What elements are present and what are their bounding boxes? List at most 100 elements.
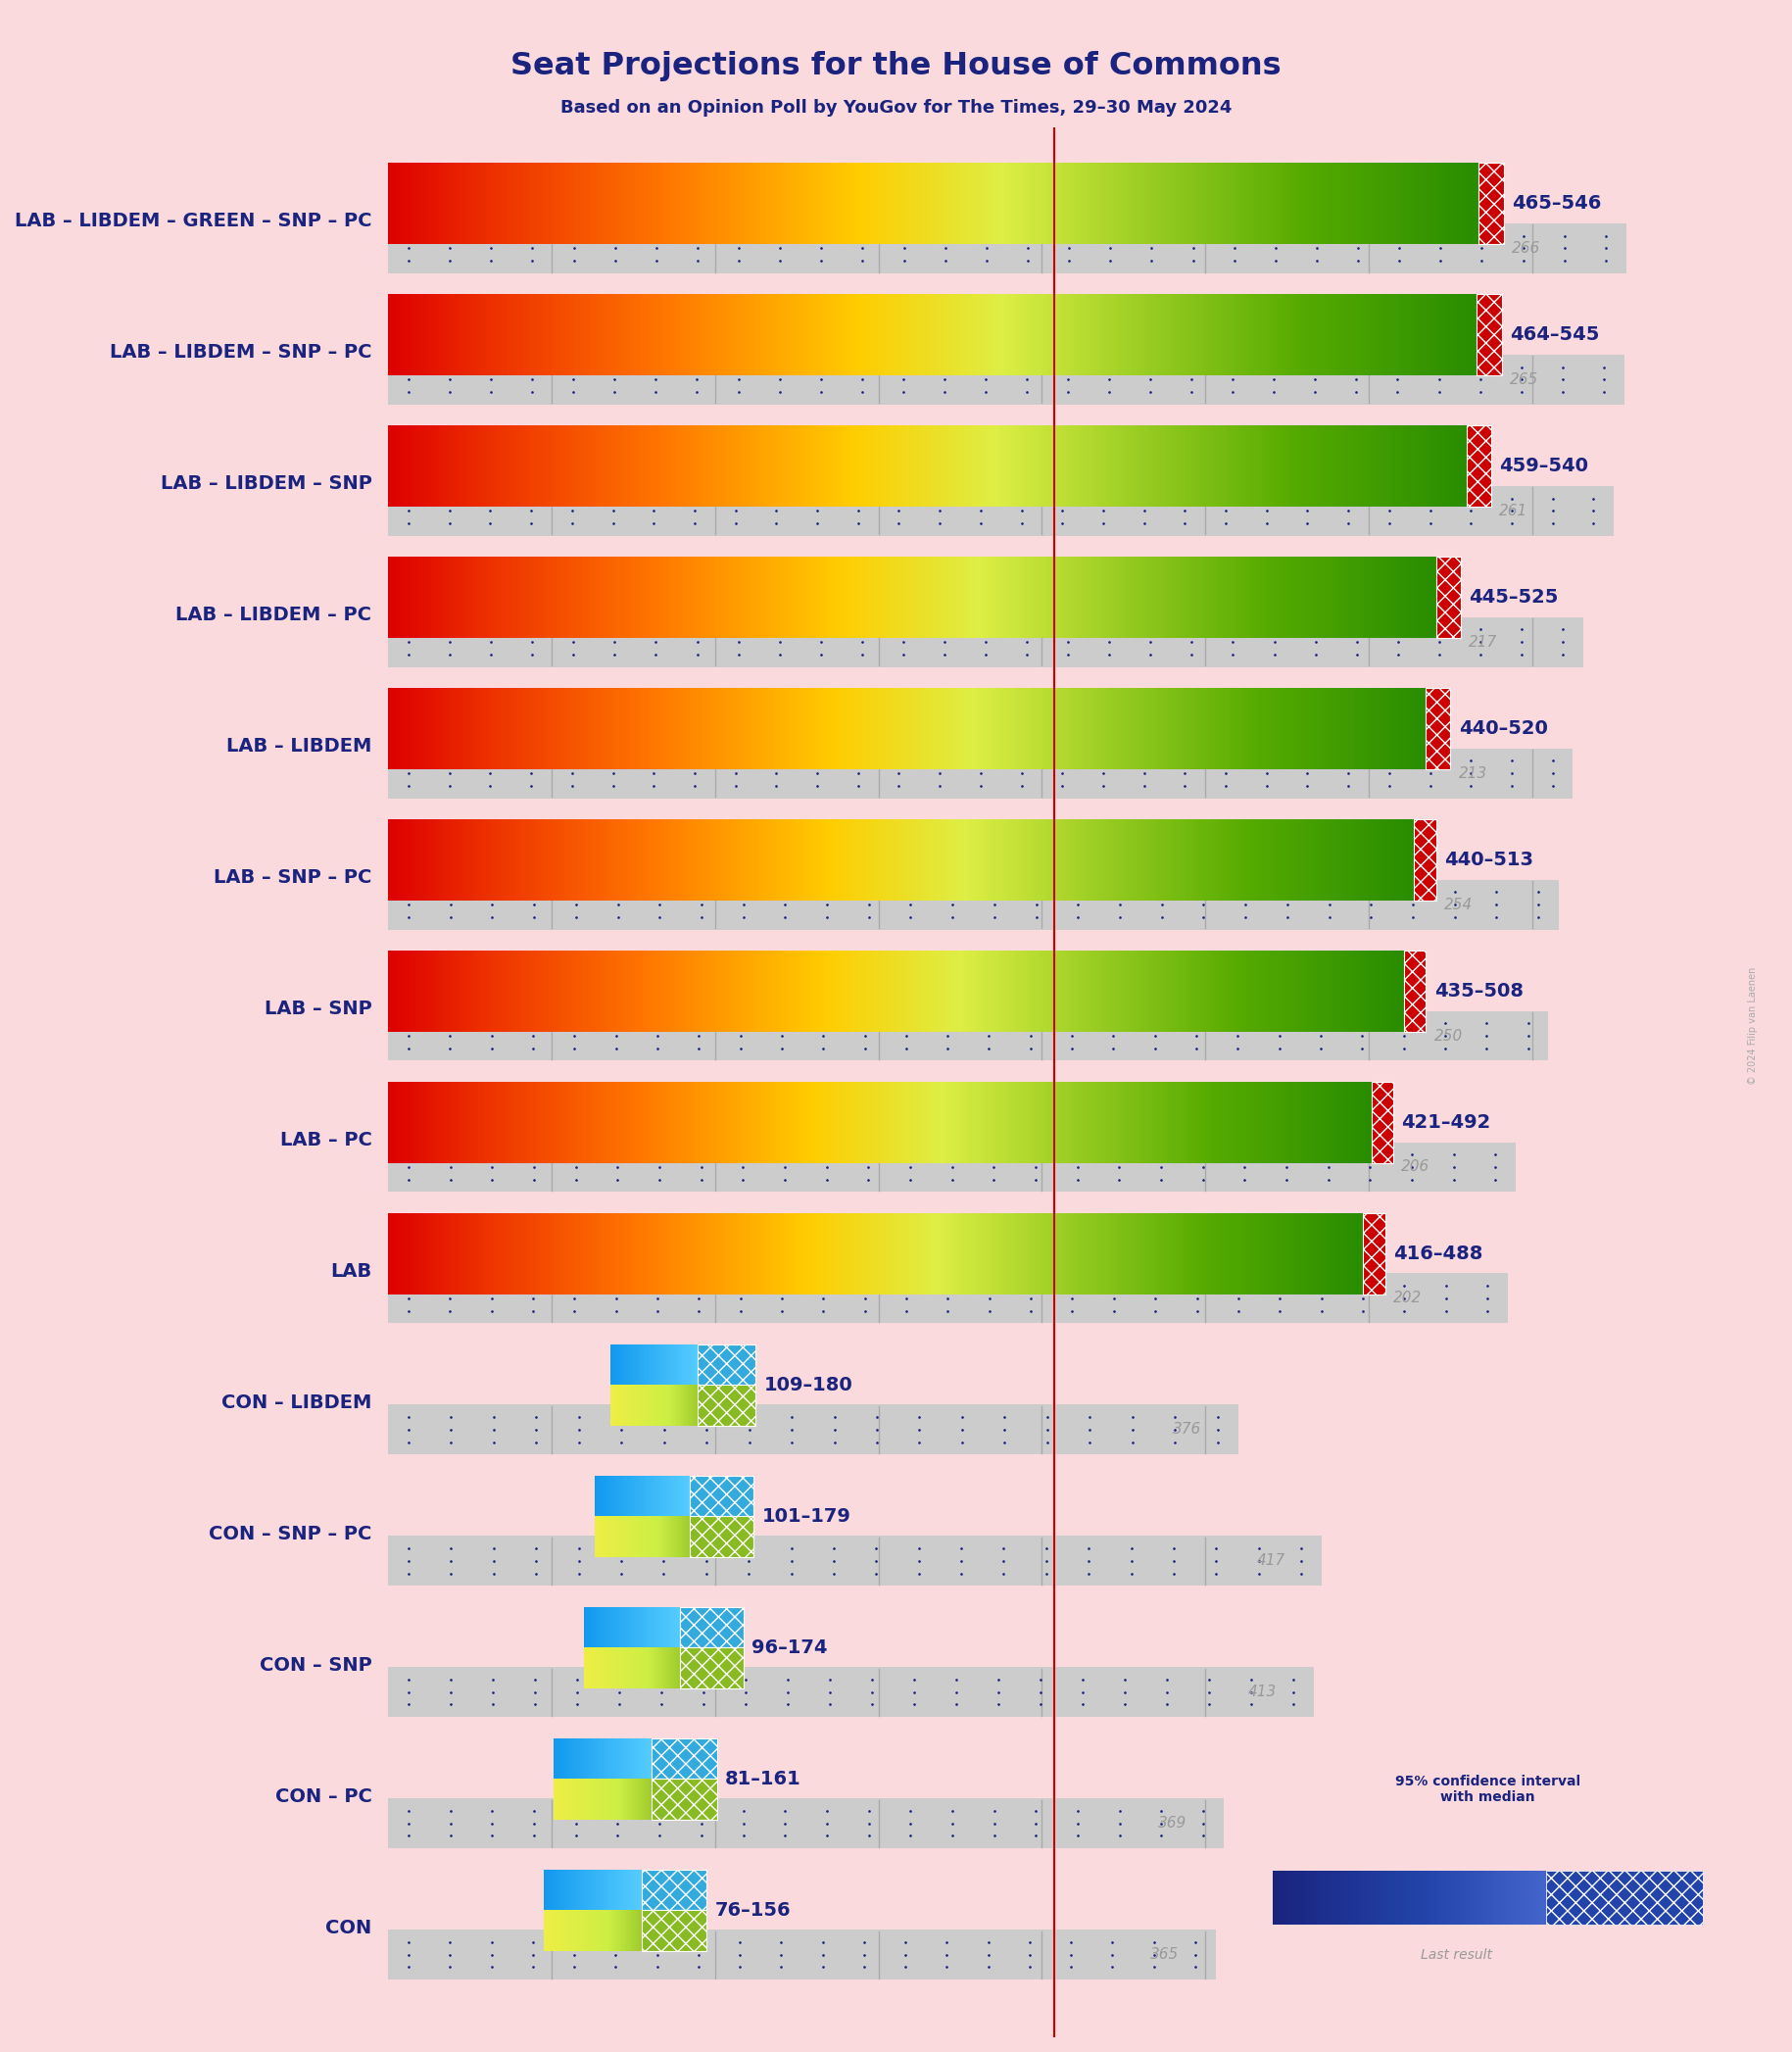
Bar (471, 425, 475, 507)
Bar (1064, 950, 1066, 1032)
Bar (1133, 1213, 1134, 1295)
Bar (486, 950, 487, 1032)
Bar (464, 162, 466, 244)
Bar (618, 950, 620, 1032)
Bar (1093, 556, 1097, 638)
Bar (909, 950, 912, 1032)
Bar (683, 556, 685, 638)
Bar (1364, 1213, 1366, 1295)
Bar (1210, 293, 1211, 376)
Bar (1029, 1081, 1032, 1163)
Bar (1484, 293, 1486, 376)
Bar (459, 687, 461, 770)
Bar (735, 950, 737, 1032)
Bar (1098, 950, 1100, 1032)
Bar (564, 293, 566, 376)
Bar (536, 162, 538, 244)
Bar (883, 162, 885, 244)
Bar (831, 293, 833, 376)
Bar (1374, 1869, 1380, 1925)
Bar (428, 293, 430, 376)
Bar (1357, 1213, 1358, 1295)
Bar (473, 1213, 477, 1295)
Bar (1235, 819, 1236, 901)
Bar (645, 556, 647, 638)
Bar (577, 1213, 579, 1295)
Bar (1319, 425, 1321, 507)
Bar (880, 293, 882, 376)
Bar (944, 162, 946, 244)
Bar (1337, 1869, 1342, 1925)
Bar (982, 425, 984, 507)
Bar (1063, 293, 1064, 376)
Bar (891, 293, 894, 376)
Bar (921, 1213, 923, 1295)
Bar (977, 162, 980, 244)
Bar (389, 1012, 1548, 1061)
Bar (962, 819, 964, 901)
Bar (439, 1081, 441, 1163)
Bar (1220, 293, 1224, 376)
Bar (710, 556, 711, 638)
Bar (867, 950, 869, 1032)
Bar (1193, 687, 1195, 770)
Bar (1054, 162, 1055, 244)
Bar (652, 425, 656, 507)
Bar (1380, 556, 1382, 638)
Bar (452, 1213, 453, 1295)
Bar (1082, 819, 1084, 901)
Bar (851, 556, 853, 638)
Bar (444, 1081, 446, 1163)
Bar (1084, 950, 1086, 1032)
Bar (883, 1081, 885, 1163)
Bar (401, 425, 403, 507)
Bar (457, 425, 459, 507)
Bar (416, 556, 418, 638)
Bar (819, 1081, 821, 1163)
Bar (620, 162, 622, 244)
Bar (478, 1081, 480, 1163)
Bar (1353, 687, 1355, 770)
Bar (1348, 293, 1349, 376)
Bar (473, 1081, 475, 1163)
Bar (1450, 556, 1452, 638)
Bar (396, 556, 400, 638)
Bar (1066, 1081, 1068, 1163)
Bar (1075, 1213, 1079, 1295)
Bar (1174, 293, 1177, 376)
Bar (901, 1081, 903, 1163)
Bar (487, 1081, 489, 1163)
Bar (532, 425, 534, 507)
Bar (1330, 1213, 1331, 1295)
Bar (1156, 950, 1158, 1032)
Bar (862, 819, 864, 901)
Bar (1330, 950, 1333, 1032)
Bar (1236, 293, 1238, 376)
Bar (1371, 293, 1373, 376)
Bar (840, 425, 842, 507)
Bar (1224, 950, 1228, 1032)
Bar (1459, 425, 1460, 507)
Bar (1127, 1213, 1131, 1295)
Bar (1391, 162, 1392, 244)
Bar (676, 819, 677, 901)
Bar (1045, 162, 1047, 244)
Bar (737, 162, 738, 244)
Bar (642, 425, 643, 507)
Bar (1215, 293, 1217, 376)
Bar (828, 687, 830, 770)
Bar (849, 819, 851, 901)
Bar (1133, 556, 1134, 638)
Bar (1353, 556, 1355, 638)
Bar (729, 556, 731, 638)
Bar (1312, 950, 1314, 1032)
Bar (1367, 687, 1369, 770)
Bar (1434, 687, 1435, 770)
Bar (607, 1081, 609, 1163)
Bar (711, 1081, 713, 1163)
Bar (1115, 819, 1118, 901)
Bar (975, 425, 977, 507)
Bar (780, 293, 783, 376)
Bar (663, 1213, 665, 1295)
Bar (1233, 293, 1235, 376)
